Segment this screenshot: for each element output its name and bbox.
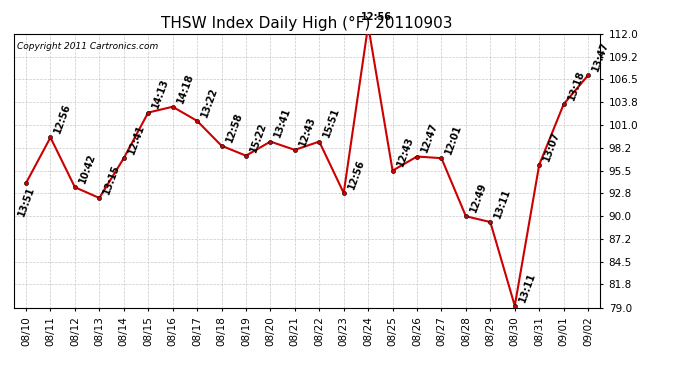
Text: 13:51: 13:51 (17, 186, 37, 218)
Text: 13:07: 13:07 (542, 130, 562, 162)
Text: 13:22: 13:22 (199, 86, 219, 118)
Text: 13:47: 13:47 (591, 40, 611, 73)
Text: 12:49: 12:49 (469, 181, 489, 214)
Text: Copyright 2011 Cartronics.com: Copyright 2011 Cartronics.com (17, 42, 158, 51)
Text: 14:18: 14:18 (175, 72, 195, 104)
Text: 13:15: 13:15 (102, 163, 121, 195)
Text: 15:22: 15:22 (248, 121, 268, 153)
Text: 15:51: 15:51 (322, 106, 342, 139)
Text: 12:56: 12:56 (346, 158, 366, 190)
Text: 13:11: 13:11 (518, 271, 538, 303)
Text: 12:41: 12:41 (126, 123, 146, 156)
Text: 12:47: 12:47 (420, 122, 440, 154)
Text: 13:11: 13:11 (493, 187, 513, 220)
Text: 12:58: 12:58 (224, 111, 244, 143)
Text: 12:56: 12:56 (53, 102, 73, 135)
Text: 10:42: 10:42 (77, 152, 97, 185)
Text: 13:18: 13:18 (566, 69, 586, 102)
Text: 12:43: 12:43 (395, 136, 415, 168)
Title: THSW Index Daily High (°F) 20110903: THSW Index Daily High (°F) 20110903 (161, 16, 453, 31)
Text: 12:43: 12:43 (297, 115, 317, 147)
Text: 12:56: 12:56 (361, 12, 392, 22)
Text: 14:13: 14:13 (150, 78, 170, 110)
Text: 12:01: 12:01 (444, 123, 464, 156)
Text: 13:41: 13:41 (273, 106, 293, 139)
